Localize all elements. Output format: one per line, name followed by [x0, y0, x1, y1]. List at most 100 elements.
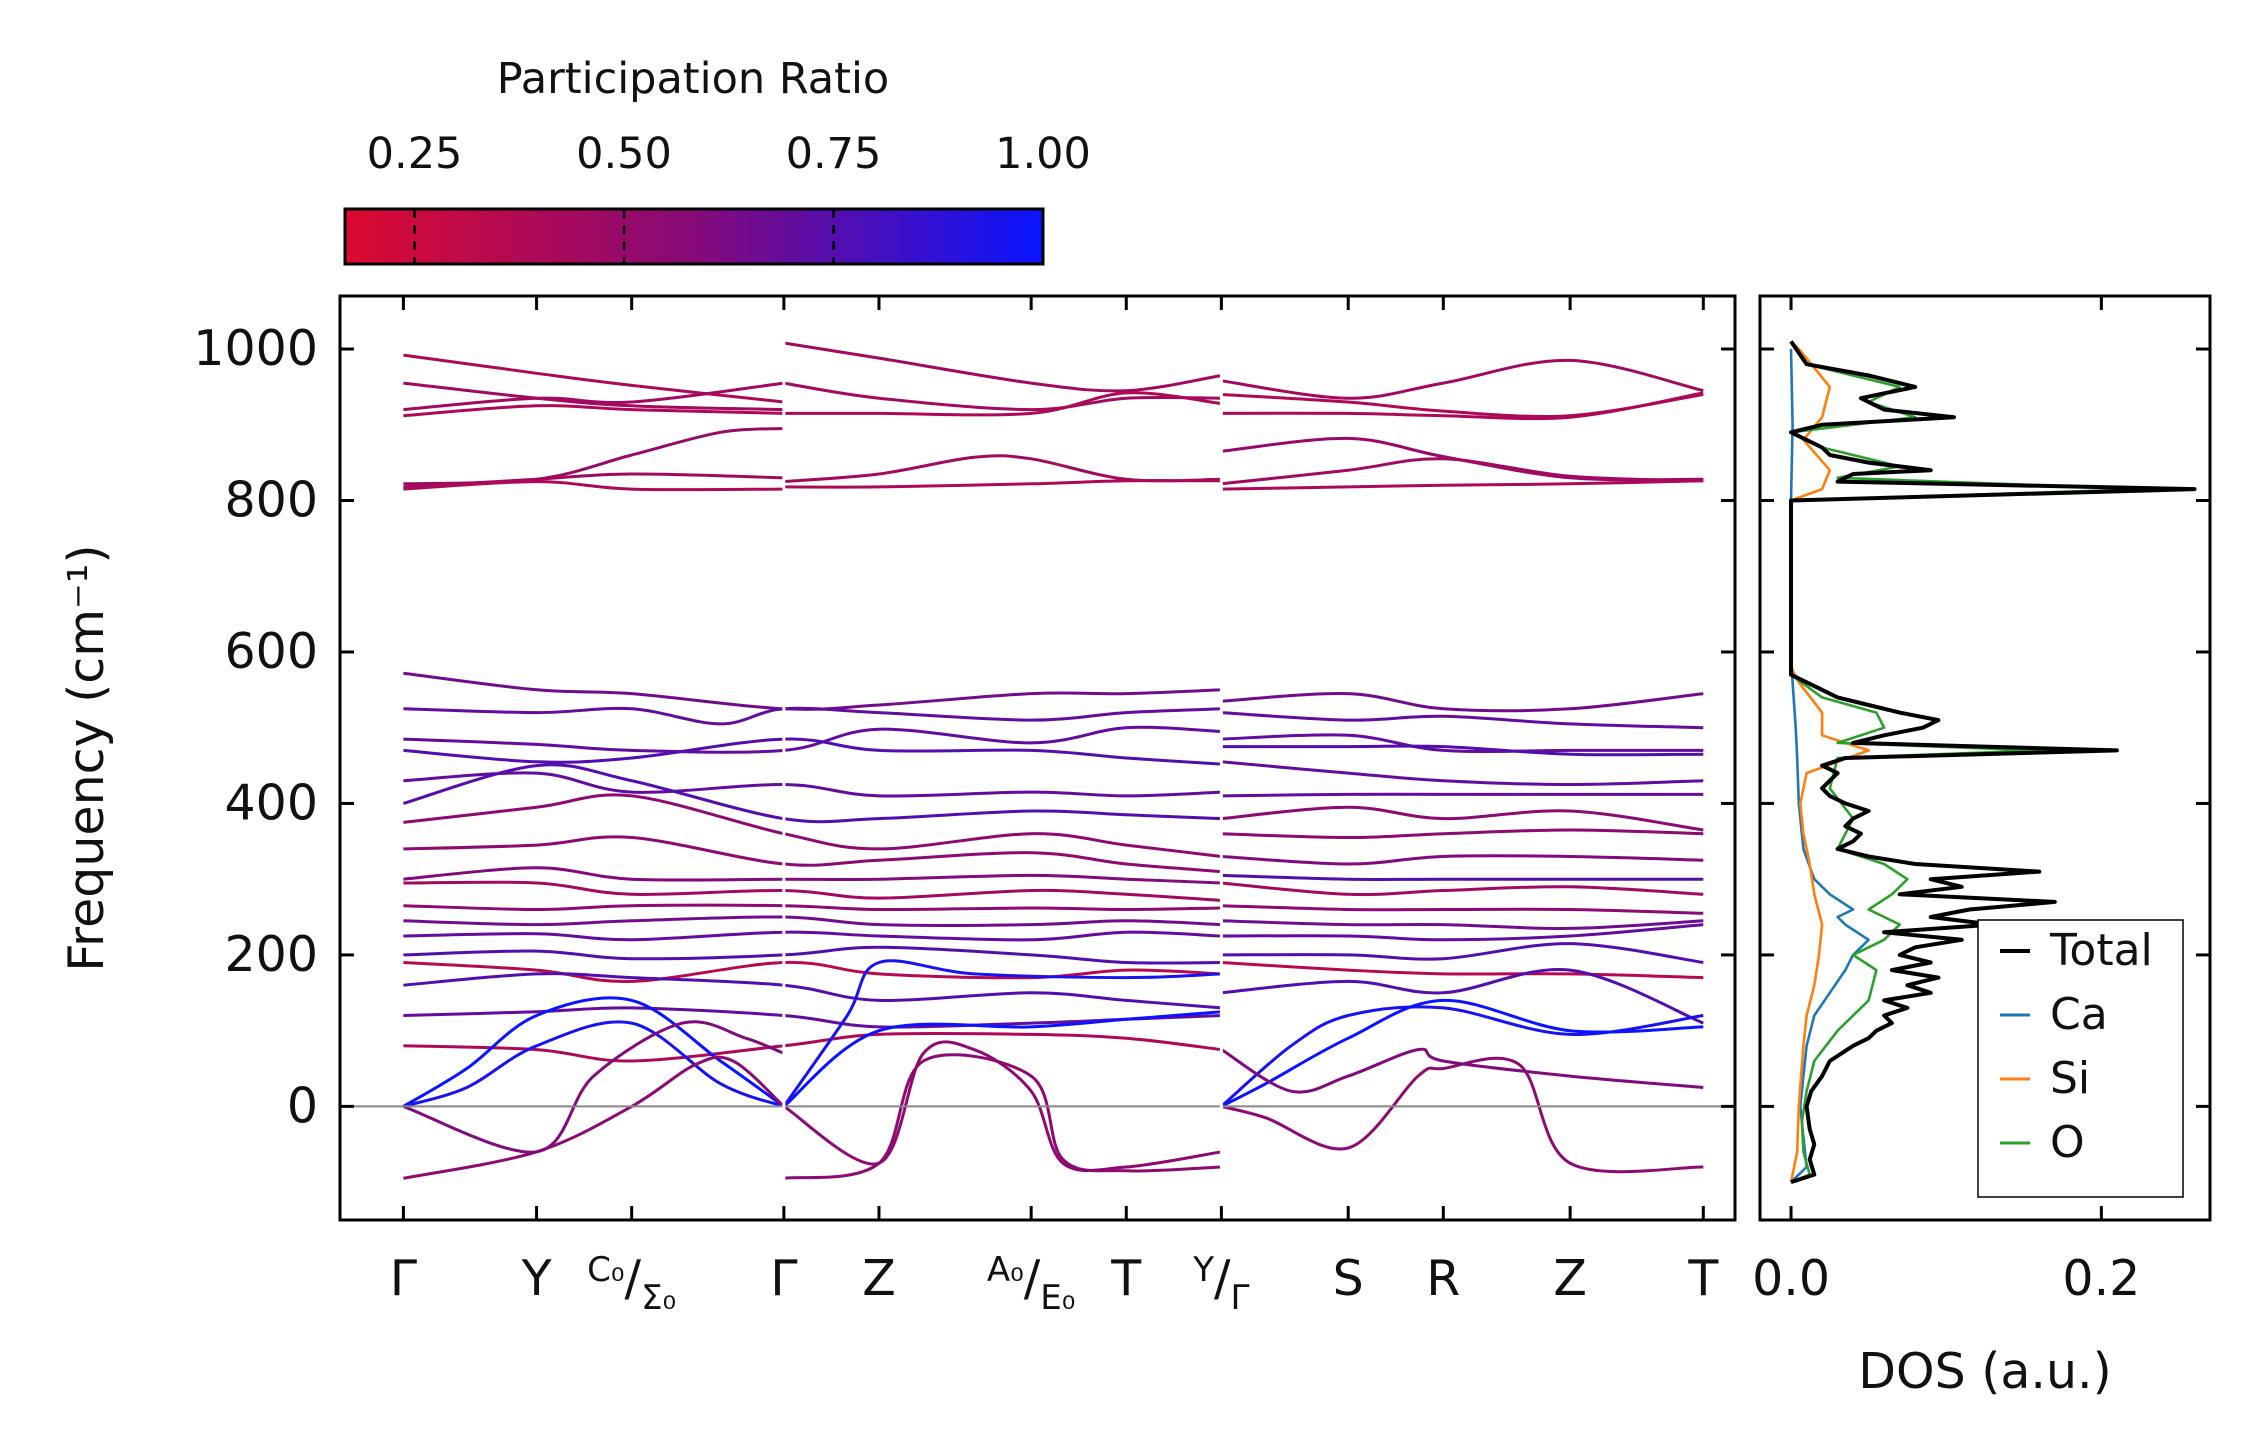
band-branch	[1221, 358, 1704, 400]
band-branch	[1221, 923, 1704, 942]
colorbar-gradient	[343, 207, 1045, 266]
band-branch	[403, 972, 1222, 1010]
band-branch	[402, 996, 785, 1108]
band-branch	[403, 381, 784, 412]
dos-ticks: 0.0 0.2	[1752, 296, 2210, 1307]
dos-legend: Total Ca Si O	[1977, 919, 2184, 1198]
band-branch	[1221, 828, 1704, 840]
band-branch	[403, 737, 1222, 766]
band-branch	[783, 341, 1222, 393]
band-branch	[403, 404, 784, 418]
kpoint-label: Γ	[390, 1250, 418, 1307]
legend-label: Si	[2050, 1053, 2090, 1104]
band-branch	[783, 479, 1222, 489]
kpoint-label: Z	[862, 1250, 896, 1307]
band-branch	[1221, 967, 1704, 1025]
band-branch	[1221, 1056, 1704, 1174]
band-branch	[403, 381, 785, 412]
band-branch	[1221, 391, 1704, 421]
band-branch	[1221, 691, 1704, 713]
band-y-ticks: 0 200 400 600 800 1000	[193, 320, 1735, 1134]
band-branch	[1221, 942, 1704, 964]
kpoint-label: S	[1333, 1250, 1364, 1307]
band-branch	[403, 945, 1222, 965]
y-tick-label: 400	[224, 774, 318, 831]
band-branch	[402, 763, 1222, 824]
band-branch	[1221, 904, 1704, 915]
band-branch	[403, 835, 1222, 874]
colorbar-ticks: 0.25 0.50 0.75 1.00	[367, 129, 1091, 264]
kpoint-label: R	[1426, 1250, 1460, 1307]
band-branch	[1221, 479, 1704, 491]
band-branch	[1221, 919, 1704, 930]
band-branch	[403, 1006, 1222, 1029]
band-branch	[403, 880, 1222, 902]
band-x-ticks: Γ Y C₀/Σ₀ Γ Z A₀/E₀ T Y/Γ S R Z T	[390, 296, 1719, 1318]
colorbar-tick-label: 0.25	[367, 129, 463, 179]
kpoint-label: T	[1687, 1250, 1719, 1307]
colorbar: Participation Ratio 0.25 0.50 0.75 1.00	[343, 54, 1091, 266]
band-branch	[1221, 881, 1704, 897]
segment-breaks	[782, 296, 1223, 1220]
band-branch	[1221, 873, 1704, 881]
band-lines	[402, 341, 1704, 1180]
band-branch	[1221, 805, 1704, 832]
y-tick-label: 200	[224, 926, 318, 983]
band-structure-panel: 0 200 400 600 800 1000 Γ Y C₀/Σ₀ Γ Z A₀/E₀ T Y/Γ S R Z T…	[58, 294, 1737, 1318]
legend-frame	[1977, 919, 2184, 1198]
band-branch	[403, 866, 1222, 885]
band-branch	[403, 930, 1222, 942]
dos-panel: 0.0 0.2 DOS (a.u.) Total Ca Si O	[1752, 294, 2212, 1400]
y-tick-label: 1000	[193, 320, 318, 377]
band-branch	[1221, 711, 1704, 730]
band-branch	[1220, 1047, 1704, 1094]
y-tick-label: 600	[224, 623, 318, 680]
band-branch	[402, 1020, 785, 1108]
colorbar-tick-label: 0.75	[786, 129, 882, 179]
band-branch	[1221, 792, 1704, 798]
band-branch	[403, 480, 784, 492]
band-branch	[403, 472, 784, 489]
band-branch	[783, 381, 1222, 412]
legend-label: Total	[2049, 925, 2153, 976]
dos-series-total	[1789, 340, 2197, 1185]
dos-series-ca	[1789, 348, 1870, 1184]
band-branch	[1220, 998, 1704, 1108]
band-branch	[403, 793, 1222, 858]
dos-x-axis-label: DOS (a.u.)	[1858, 1343, 2111, 1400]
band-branch	[1221, 457, 1704, 486]
band-branch	[403, 1031, 1222, 1063]
kpoint-label: C₀/Σ₀	[587, 1250, 676, 1318]
dos-x-tick-label: 0.0	[1752, 1250, 1830, 1307]
dos-lines	[1789, 340, 2197, 1185]
band-branch	[1221, 961, 1704, 980]
kpoint-label: Γ	[770, 1250, 798, 1307]
kpoint-label: Z	[1553, 1250, 1587, 1307]
band-branch	[403, 960, 1222, 983]
colorbar-tick-label: 1.00	[995, 129, 1091, 179]
colorbar-title: Participation Ratio	[497, 54, 890, 104]
band-branch	[403, 1055, 785, 1180]
legend-label: O	[2050, 1117, 2085, 1168]
y-tick-label: 0	[287, 1077, 318, 1134]
band-branch	[1221, 744, 1704, 757]
band-branch	[783, 454, 1222, 484]
legend-label: Ca	[2050, 989, 2108, 1040]
band-y-axis-label: Frequency (cm⁻¹)	[58, 544, 115, 971]
kpoint-label: Y/Γ	[1192, 1250, 1249, 1318]
band-branch	[1221, 733, 1704, 754]
band-branch	[403, 771, 1222, 798]
band-branch	[782, 959, 1222, 1108]
dos-x-tick-label: 0.2	[2062, 1250, 2140, 1307]
band-branch	[1221, 760, 1704, 787]
band-branch	[403, 915, 1222, 927]
band-branch	[783, 391, 1222, 417]
band-branch	[403, 353, 785, 404]
band-branch	[403, 903, 1222, 912]
kpoint-label: A₀/E₀	[987, 1250, 1076, 1318]
dos-axes-frame	[1758, 294, 2212, 1222]
band-branch	[783, 1053, 1222, 1180]
band-axes-frame	[338, 294, 1737, 1222]
colorbar-tick-label: 0.50	[576, 129, 672, 179]
